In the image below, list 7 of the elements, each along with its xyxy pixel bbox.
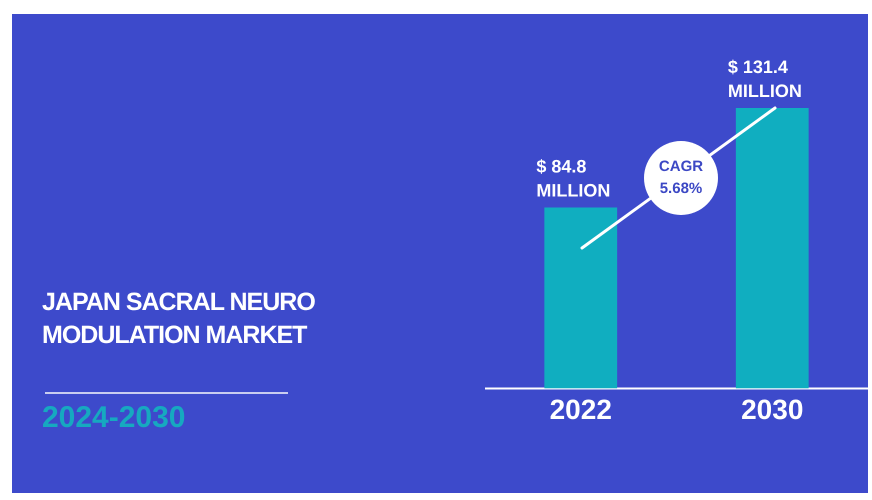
text: 2024-2030 xyxy=(42,401,186,435)
text: JAPAN SACRAL NEURO MODULATION MARKET xyxy=(42,287,316,351)
x-tick-label: 2030 xyxy=(741,394,804,425)
annotation: CAGR 5.68% xyxy=(658,157,704,199)
data-label: $ 84.8 MILLION xyxy=(536,156,610,200)
data-label: $ 131.4 MILLION xyxy=(728,57,802,101)
x-tick-label: 2022 xyxy=(550,394,612,425)
